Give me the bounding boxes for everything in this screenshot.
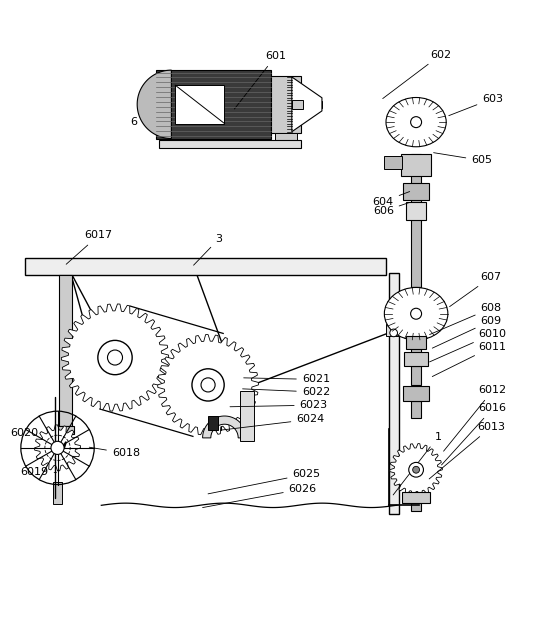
Circle shape: [411, 117, 421, 128]
Bar: [386, 323, 407, 336]
Bar: [411, 287, 421, 355]
Bar: [25, 258, 386, 276]
Text: 607: 607: [450, 272, 502, 307]
Text: 6019: 6019: [20, 468, 56, 478]
Text: 601: 601: [234, 52, 286, 109]
Bar: [240, 391, 254, 440]
Bar: [271, 76, 301, 133]
Circle shape: [192, 369, 224, 401]
Text: 6024: 6024: [222, 414, 325, 430]
Polygon shape: [158, 335, 258, 435]
Circle shape: [411, 309, 421, 319]
Circle shape: [201, 378, 215, 392]
Bar: [411, 366, 421, 385]
Bar: [404, 352, 428, 366]
Text: 6022: 6022: [243, 387, 330, 397]
Bar: [403, 183, 429, 200]
Text: 609: 609: [432, 316, 502, 348]
Polygon shape: [292, 77, 322, 132]
Bar: [406, 336, 426, 350]
Text: 604: 604: [373, 192, 410, 207]
Circle shape: [390, 329, 398, 337]
Bar: [156, 70, 271, 139]
Text: 6012: 6012: [444, 386, 507, 451]
Bar: [403, 386, 429, 401]
Bar: [159, 140, 301, 149]
Text: 6011: 6011: [432, 341, 507, 376]
Bar: [406, 202, 426, 220]
Ellipse shape: [384, 287, 448, 340]
Polygon shape: [137, 70, 171, 139]
Text: 6013: 6013: [429, 422, 505, 479]
Circle shape: [51, 441, 64, 455]
Text: 6020: 6020: [11, 427, 43, 440]
Bar: [389, 272, 399, 514]
Bar: [59, 276, 72, 426]
Text: 603: 603: [449, 93, 503, 116]
Bar: [175, 85, 225, 124]
Bar: [411, 401, 421, 418]
Polygon shape: [202, 416, 247, 438]
Text: 6025: 6025: [208, 469, 321, 494]
Text: 6026: 6026: [202, 484, 317, 508]
Bar: [53, 482, 62, 504]
Bar: [57, 426, 75, 434]
Text: 6021: 6021: [244, 374, 330, 384]
Bar: [384, 156, 403, 169]
Bar: [275, 133, 297, 145]
Text: 6016: 6016: [441, 404, 507, 465]
Circle shape: [107, 350, 123, 365]
Circle shape: [98, 340, 132, 374]
Text: 606: 606: [373, 202, 410, 216]
Text: 605: 605: [434, 152, 492, 165]
Text: 602: 602: [383, 50, 451, 98]
Bar: [208, 416, 218, 430]
Text: 6: 6: [131, 117, 164, 127]
Ellipse shape: [386, 98, 446, 147]
Polygon shape: [61, 304, 169, 411]
Bar: [401, 154, 431, 176]
Text: 6023: 6023: [230, 400, 328, 410]
Text: 3: 3: [194, 234, 222, 265]
Polygon shape: [390, 443, 442, 496]
Text: 1: 1: [393, 432, 441, 495]
Text: 6010: 6010: [430, 329, 507, 362]
Bar: [402, 491, 430, 503]
Circle shape: [413, 466, 420, 473]
Bar: [292, 100, 303, 109]
Bar: [301, 101, 322, 108]
Bar: [411, 154, 421, 287]
Circle shape: [409, 462, 424, 477]
Bar: [206, 405, 221, 430]
Text: 6018: 6018: [89, 447, 140, 458]
Bar: [411, 503, 421, 511]
Text: 608: 608: [430, 304, 502, 335]
Polygon shape: [34, 425, 81, 471]
Text: 6017: 6017: [66, 231, 113, 264]
